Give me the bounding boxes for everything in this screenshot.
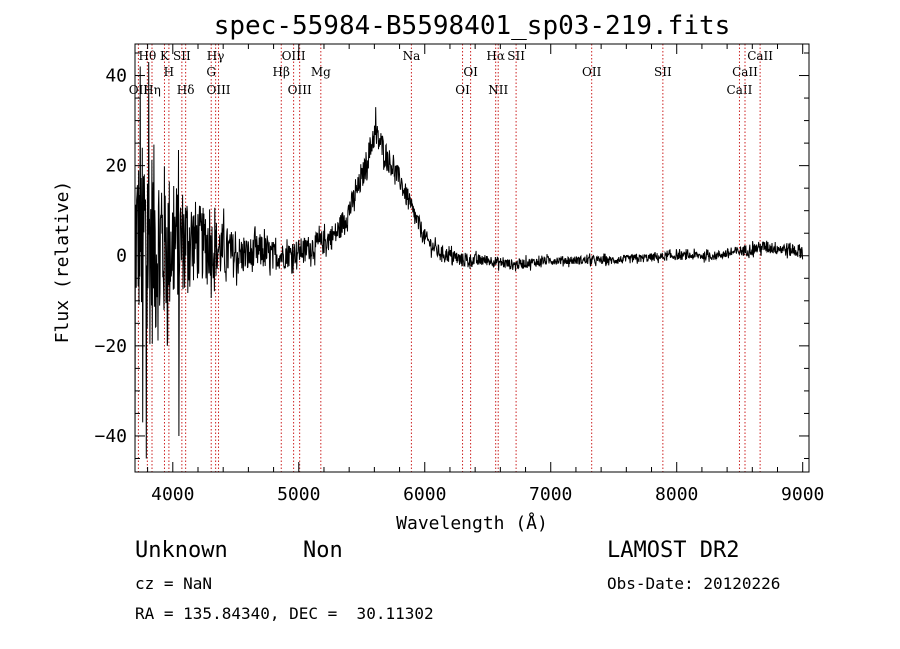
spectral-line-label: Hδ: [177, 83, 195, 97]
x-tick-label: 6000: [403, 484, 446, 505]
spectral-line-label: CaII: [732, 65, 758, 79]
spectral-line-label: Hη: [143, 83, 161, 97]
object-class: Unknown: [135, 538, 228, 563]
x-tick-label: 9000: [781, 484, 824, 505]
chart-title: spec-55984-B5598401_sp03-219.fits: [214, 11, 731, 41]
y-tick-label: 40: [105, 66, 127, 87]
spectral-line-label: Hα: [486, 49, 505, 63]
spectral-line-label: OII: [582, 65, 602, 79]
spectral-line-label: Hγ: [207, 49, 225, 63]
spectral-line-label: SII: [654, 65, 672, 79]
plot-frame: [134, 43, 810, 473]
obs-date: Obs-Date: 20120226: [607, 574, 781, 593]
spectral-line-label: CaII: [747, 49, 773, 63]
y-tick-label: 0: [116, 246, 127, 267]
spectral-line-label: Hβ: [273, 65, 290, 79]
y-tick-label: −20: [94, 336, 127, 357]
spectral-line-label: OIII: [282, 49, 306, 63]
y-tick-label: −40: [94, 426, 127, 447]
spectral-line-label: G: [206, 65, 216, 79]
spectral-line-label: OII: [129, 83, 149, 97]
x-axis-label: Wavelength (Å): [396, 512, 548, 534]
y-tick-label: 20: [105, 156, 127, 177]
x-tick-label: 8000: [655, 484, 698, 505]
spectral-line-label: K: [160, 49, 170, 63]
spectral-line-markers: OII Hθ Hη KH SII Hδ Hγ G OIII Hβ OIII OIII Mg Na OI OI H…: [129, 44, 773, 472]
spectrum-line: [134, 61, 804, 459]
spectral-line-label: OIII: [288, 83, 312, 97]
spectral-line-label: Mg: [311, 65, 331, 79]
spectral-line-label: SII: [173, 49, 191, 63]
spectral-line-label: OI: [463, 65, 478, 79]
spectral-line-label: OI: [455, 83, 470, 97]
spectrum-series: [134, 61, 804, 459]
x-tick-label: 5000: [277, 484, 320, 505]
x-tick-label: 7000: [529, 484, 572, 505]
x-tick-label: 4000: [151, 484, 194, 505]
spectral-line-label: CaII: [727, 83, 753, 97]
spectral-line-label: SII: [507, 49, 525, 63]
redshift-cz: cz = NaN: [135, 574, 213, 593]
object-subclass: Non: [303, 538, 343, 563]
axes: 4000 5000 6000 7000 8000 9000 −40 −20 0 20 40: [94, 44, 824, 505]
spectral-line-label: Na: [403, 49, 421, 63]
y-axis-label: Flux (relative): [52, 181, 73, 344]
ra-dec: RA = 135.84340, DEC = 30.11302: [135, 604, 434, 623]
survey-name: LAMOST DR2: [607, 538, 740, 563]
spectral-line-label: OIII: [206, 83, 230, 97]
spectral-line-label: H: [164, 65, 174, 79]
spectral-line-label: NII: [488, 83, 508, 97]
spectral-line-label: Hθ: [138, 49, 156, 63]
